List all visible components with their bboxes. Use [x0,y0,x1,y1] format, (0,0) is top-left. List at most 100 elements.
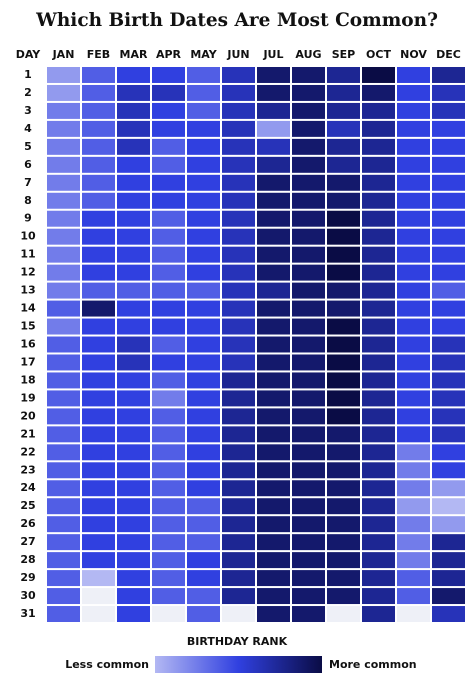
heat-cell [397,408,430,425]
heat-cell [362,156,395,173]
heat-cell [82,480,115,497]
heat-cell [82,408,115,425]
heat-cell [47,354,80,371]
heat-cell [432,462,465,479]
heat-cell [222,120,255,137]
heat-cell [432,138,465,155]
heat-cell [82,282,115,299]
column-label: JUL [262,48,283,61]
heat-cell [432,156,465,173]
heat-cell [362,552,395,569]
heat-cell [432,210,465,227]
heat-cell [327,372,360,389]
heat-cell [292,246,325,263]
heat-cell [327,210,360,227]
heat-cell [362,192,395,209]
heat-cell [152,156,185,173]
heat-cell [292,84,325,101]
heat-cell [187,462,220,479]
heat-cell [327,264,360,281]
heat-cell [82,102,115,119]
heat-cell [82,192,115,209]
legend-colorbar [155,656,322,673]
heat-cell [432,390,465,407]
heat-cell [187,102,220,119]
heat-cell [292,138,325,155]
heat-cell [327,246,360,263]
heat-cell [362,462,395,479]
heat-cell [47,534,80,551]
heat-cell [117,516,150,533]
heat-cell [432,318,465,335]
heat-cell [327,444,360,461]
heat-cell [292,354,325,371]
heat-cell [152,318,185,335]
heat-cell [292,498,325,515]
heat-cell [82,156,115,173]
heat-cell [257,264,290,281]
heat-cell [117,318,150,335]
heat-cell [117,300,150,317]
heat-cell [292,228,325,245]
heat-cell [292,390,325,407]
heat-cell [327,228,360,245]
heat-cell [327,300,360,317]
heat-cell [82,534,115,551]
heat-cell [117,336,150,353]
heat-cell [257,606,290,622]
heat-cell [432,588,465,605]
heat-cell [362,534,395,551]
heat-cell [117,192,150,209]
heat-cell [257,138,290,155]
heat-cell [292,372,325,389]
heat-cell [257,210,290,227]
row-label: 19 [20,391,35,404]
heat-cell [432,444,465,461]
chart-title: Which Birth Dates Are Most Common? [35,10,438,31]
heat-cell [257,570,290,587]
column-label: OCT [366,48,391,61]
heat-cell [187,552,220,569]
row-label: 21 [20,427,35,440]
heat-cell [187,372,220,389]
heat-cell [257,84,290,101]
heat-cell [397,498,430,515]
heat-cell [222,516,255,533]
heat-cell [397,138,430,155]
row-label: 9 [24,212,32,225]
heat-cell [257,516,290,533]
row-label: 24 [20,481,36,494]
heat-cell [432,336,465,353]
heat-cell [292,588,325,605]
heat-cell [47,336,80,353]
heat-cell [257,67,290,83]
heat-cell [152,210,185,227]
heat-cell [152,372,185,389]
heat-cell [362,264,395,281]
heat-cell [187,174,220,191]
heat-cell [362,372,395,389]
heat-cell [432,480,465,497]
heat-cell [222,462,255,479]
heat-cell [152,138,185,155]
heat-cell [117,444,150,461]
heat-cell [292,102,325,119]
heat-cell [47,462,80,479]
heat-cell [187,606,220,622]
row-label: 10 [20,230,36,243]
heat-cell [257,372,290,389]
heat-cell [47,444,80,461]
heat-cell [432,570,465,587]
heat-cell [152,570,185,587]
heat-cell [152,67,185,83]
heat-cell [222,318,255,335]
heat-cell [397,372,430,389]
heat-cell [327,552,360,569]
heat-cell [257,228,290,245]
column-label: MAR [120,48,148,61]
heat-cell [47,570,80,587]
heat-cell [222,336,255,353]
heat-cell [292,480,325,497]
heat-cell [362,408,395,425]
heat-cell [152,534,185,551]
